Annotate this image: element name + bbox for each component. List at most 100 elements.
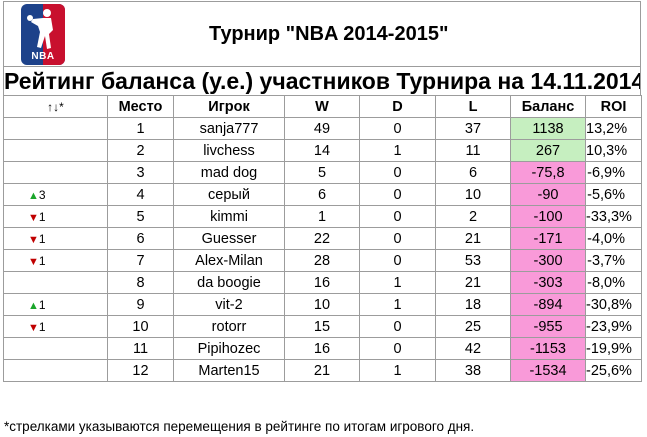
column-header-place[interactable]: Место [107,95,174,118]
rank-change-cell[interactable] [3,337,108,360]
wins-cell[interactable]: 1 [284,205,360,228]
rank-change-cell[interactable] [3,161,108,184]
roi-cell[interactable]: -23,9% [585,315,642,338]
roi-cell[interactable]: 13,2% [585,117,642,140]
player-cell[interactable]: sanja777 [173,117,285,140]
player-cell[interactable]: серый [173,183,285,206]
losses-cell[interactable]: 38 [435,359,511,382]
rank-change-cell[interactable] [3,139,108,162]
draws-cell[interactable]: 1 [359,359,436,382]
draws-cell[interactable]: 0 [359,227,436,250]
player-cell[interactable]: mad dog [173,161,285,184]
wins-cell[interactable]: 16 [284,337,360,360]
player-cell[interactable]: Pipihozec [173,337,285,360]
balance-cell[interactable]: -90 [510,183,586,206]
rank-change-cell[interactable] [3,117,108,140]
player-cell[interactable]: Marten15 [173,359,285,382]
wins-cell[interactable]: 22 [284,227,360,250]
rank-change-cell[interactable]: ▼1 [3,205,108,228]
draws-cell[interactable]: 0 [359,315,436,338]
column-header-balance[interactable]: Баланс [510,95,586,118]
draws-cell[interactable]: 0 [359,183,436,206]
losses-cell[interactable]: 2 [435,205,511,228]
draws-cell[interactable]: 0 [359,117,436,140]
player-cell[interactable]: Alex-Milan [173,249,285,272]
place-cell[interactable]: 4 [107,183,174,206]
column-header-player[interactable]: Игрок [173,95,285,118]
losses-cell[interactable]: 6 [435,161,511,184]
rank-change-cell[interactable]: ▼1 [3,315,108,338]
roi-cell[interactable]: -3,7% [585,249,642,272]
rank-change-cell[interactable] [3,271,108,294]
player-cell[interactable]: livchess [173,139,285,162]
draws-cell[interactable]: 1 [359,293,436,316]
wins-cell[interactable]: 6 [284,183,360,206]
place-cell[interactable]: 11 [107,337,174,360]
player-cell[interactable]: Guesser [173,227,285,250]
balance-cell[interactable]: 1138 [510,117,586,140]
rank-change-cell[interactable] [3,359,108,382]
draws-cell[interactable]: 0 [359,205,436,228]
place-cell[interactable]: 7 [107,249,174,272]
draws-cell[interactable]: 0 [359,161,436,184]
place-cell[interactable]: 8 [107,271,174,294]
balance-cell[interactable]: -1534 [510,359,586,382]
draws-cell[interactable]: 1 [359,271,436,294]
draws-cell[interactable]: 0 [359,249,436,272]
column-header-move[interactable]: ↑↓* [3,95,108,118]
balance-cell[interactable]: -955 [510,315,586,338]
wins-cell[interactable]: 10 [284,293,360,316]
losses-cell[interactable]: 10 [435,183,511,206]
player-cell[interactable]: vit-2 [173,293,285,316]
balance-cell[interactable]: -75,8 [510,161,586,184]
balance-cell[interactable]: 267 [510,139,586,162]
player-cell[interactable]: kimmi [173,205,285,228]
roi-cell[interactable]: -5,6% [585,183,642,206]
place-cell[interactable]: 6 [107,227,174,250]
losses-cell[interactable]: 42 [435,337,511,360]
roi-cell[interactable]: -30,8% [585,293,642,316]
roi-cell[interactable]: 10,3% [585,139,642,162]
wins-cell[interactable]: 16 [284,271,360,294]
balance-cell[interactable]: -100 [510,205,586,228]
balance-cell[interactable]: -171 [510,227,586,250]
roi-cell[interactable]: -19,9% [585,337,642,360]
draws-cell[interactable]: 0 [359,337,436,360]
roi-cell[interactable]: -25,6% [585,359,642,382]
losses-cell[interactable]: 25 [435,315,511,338]
column-header-d[interactable]: D [359,95,436,118]
place-cell[interactable]: 10 [107,315,174,338]
place-cell[interactable]: 9 [107,293,174,316]
roi-cell[interactable]: -8,0% [585,271,642,294]
column-header-roi[interactable]: ROI [585,95,642,118]
place-cell[interactable]: 5 [107,205,174,228]
roi-cell[interactable]: -33,3% [585,205,642,228]
place-cell[interactable]: 2 [107,139,174,162]
wins-cell[interactable]: 49 [284,117,360,140]
rank-change-cell[interactable]: ▼1 [3,249,108,272]
player-cell[interactable]: da boogie [173,271,285,294]
column-header-w[interactable]: W [284,95,360,118]
wins-cell[interactable]: 5 [284,161,360,184]
draws-cell[interactable]: 1 [359,139,436,162]
roi-cell[interactable]: -6,9% [585,161,642,184]
balance-cell[interactable]: -300 [510,249,586,272]
place-cell[interactable]: 12 [107,359,174,382]
rank-change-cell[interactable]: ▼1 [3,227,108,250]
balance-cell[interactable]: -894 [510,293,586,316]
balance-cell[interactable]: -303 [510,271,586,294]
losses-cell[interactable]: 21 [435,271,511,294]
rank-change-cell[interactable]: ▲3 [3,183,108,206]
player-cell[interactable]: rotorr [173,315,285,338]
wins-cell[interactable]: 14 [284,139,360,162]
losses-cell[interactable]: 53 [435,249,511,272]
wins-cell[interactable]: 28 [284,249,360,272]
wins-cell[interactable]: 15 [284,315,360,338]
place-cell[interactable]: 3 [107,161,174,184]
losses-cell[interactable]: 21 [435,227,511,250]
losses-cell[interactable]: 11 [435,139,511,162]
rank-change-cell[interactable]: ▲1 [3,293,108,316]
roi-cell[interactable]: -4,0% [585,227,642,250]
losses-cell[interactable]: 18 [435,293,511,316]
balance-cell[interactable]: -1153 [510,337,586,360]
